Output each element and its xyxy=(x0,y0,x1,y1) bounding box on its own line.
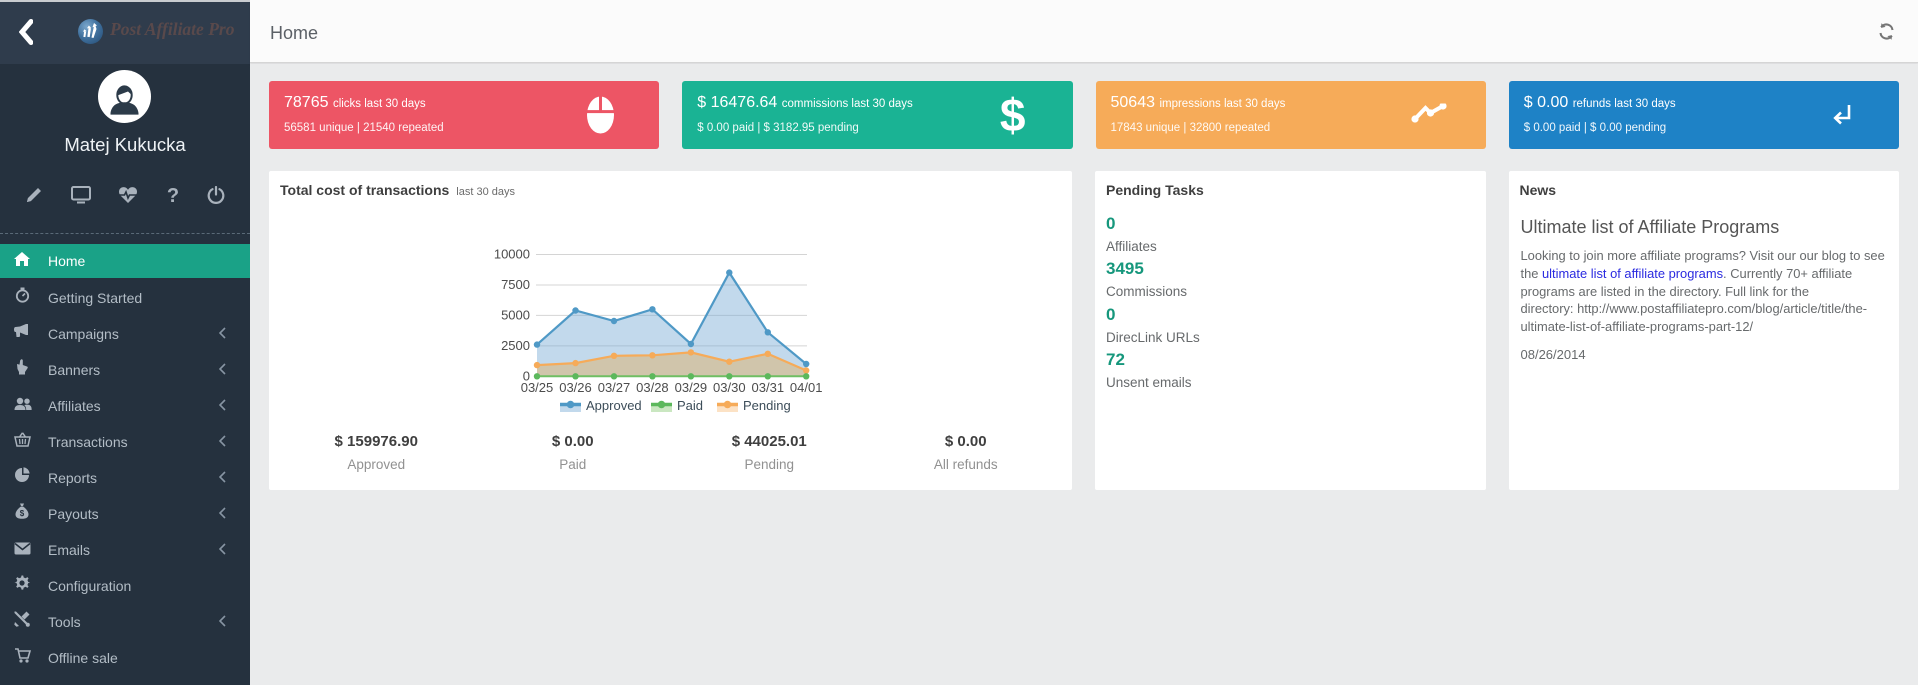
svg-text:Approved: Approved xyxy=(586,398,642,413)
svg-text:03/31: 03/31 xyxy=(752,380,785,395)
svg-text:04/01: 04/01 xyxy=(790,380,823,395)
svg-text:5000: 5000 xyxy=(501,307,530,322)
svg-text:03/27: 03/27 xyxy=(598,380,631,395)
svg-text:10000: 10000 xyxy=(494,247,530,262)
svg-text:03/30: 03/30 xyxy=(713,380,746,395)
svg-text:Paid: Paid xyxy=(677,398,703,413)
svg-text:03/29: 03/29 xyxy=(675,380,708,395)
svg-text:$: $ xyxy=(20,509,25,518)
svg-text:03/26: 03/26 xyxy=(559,380,592,395)
svg-text:03/28: 03/28 xyxy=(636,380,669,395)
svg-text:2500: 2500 xyxy=(501,338,530,353)
svg-text:7500: 7500 xyxy=(501,277,530,292)
svg-text:?: ? xyxy=(166,186,178,204)
svg-text:03/25: 03/25 xyxy=(521,380,554,395)
svg-text:0: 0 xyxy=(523,368,530,383)
svg-text:Pending: Pending xyxy=(743,398,791,413)
